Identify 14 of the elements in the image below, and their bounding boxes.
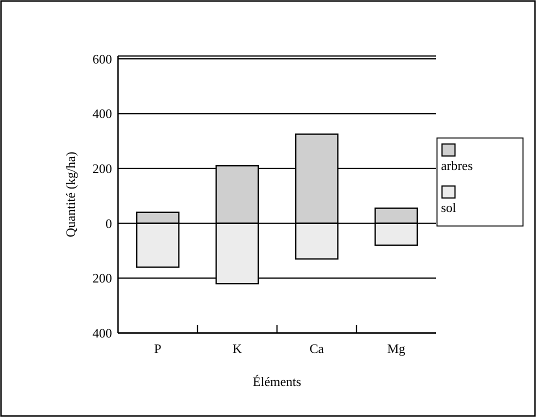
y-tick-label: 0	[106, 216, 112, 231]
y-tick-label: 400	[92, 106, 112, 122]
x-tick-label: Ca	[310, 341, 324, 356]
y-tick-label: 400	[92, 326, 112, 341]
x-tick-label: K	[232, 341, 243, 356]
legend-label: sol	[441, 200, 457, 215]
y-tick-label: 600	[92, 51, 112, 66]
legend-label: arbres	[441, 158, 473, 173]
y-axis-title: Quantité (kg/ha)	[63, 152, 78, 238]
y-tick-label: 200	[92, 270, 112, 286]
x-tick-label: Mg	[387, 341, 406, 356]
x-tick-label: P	[154, 341, 162, 356]
x-axis-title: Éléments	[252, 374, 302, 389]
y-tick-label: 200	[92, 160, 112, 176]
